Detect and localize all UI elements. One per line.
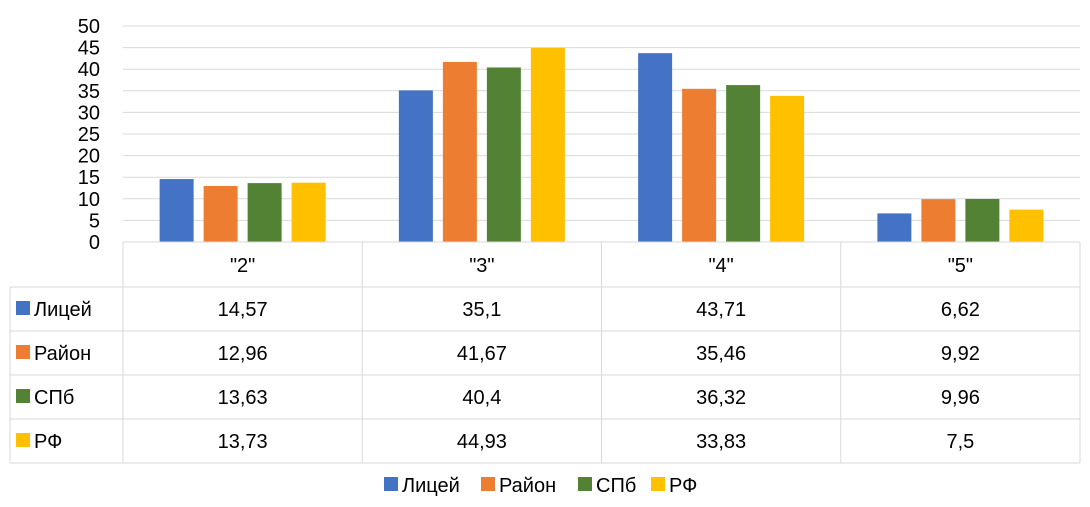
y-tick-label: 50 — [78, 16, 100, 38]
data-label: 13,73 — [218, 431, 268, 453]
row-legend-key — [16, 301, 30, 315]
category-label: "3" — [469, 255, 494, 277]
bar-РФ-2 — [291, 182, 326, 242]
row-legend-key — [16, 389, 30, 403]
legend-label: РФ — [669, 475, 697, 497]
data-label: 41,67 — [457, 343, 507, 365]
row-legend-key — [16, 345, 30, 359]
bar-Лицей-4 — [638, 53, 673, 243]
y-tick-label: 15 — [78, 167, 100, 189]
y-tick-label: 0 — [89, 232, 100, 254]
bar-СПб-5 — [965, 198, 1000, 242]
category-label: "5" — [948, 255, 973, 277]
y-tick-label: 30 — [78, 102, 100, 124]
legend-key — [651, 477, 665, 491]
bars — [159, 47, 1044, 243]
data-label: 35,46 — [696, 343, 746, 365]
bar-Лицей-3 — [398, 90, 433, 242]
y-tick-label: 10 — [78, 189, 100, 211]
bar-Лицей-5 — [877, 213, 912, 242]
y-tick-label: 35 — [78, 81, 100, 103]
y-tick-label: 45 — [78, 38, 100, 60]
legend-label: СПб — [596, 475, 636, 497]
bar-Лицей-2 — [159, 179, 194, 242]
legend-label: Лицей — [402, 475, 460, 497]
bar-Район-4 — [682, 88, 717, 242]
category-label: "4" — [708, 255, 733, 277]
row-label: РФ — [34, 431, 62, 453]
bar-СПб-3 — [486, 67, 521, 242]
bar-РФ-4 — [770, 95, 805, 242]
data-label: 13,63 — [218, 387, 268, 409]
y-tick-label: 5 — [89, 210, 100, 232]
legend-label: Район — [499, 475, 556, 497]
legend-key — [481, 477, 495, 491]
bar-Район-2 — [203, 186, 238, 242]
data-label: 43,71 — [696, 299, 746, 321]
legend-key — [578, 477, 592, 491]
y-tick-label: 40 — [78, 59, 100, 81]
bar-РФ-3 — [530, 47, 565, 242]
data-label: 40,4 — [462, 387, 501, 409]
data-label: 14,57 — [218, 299, 268, 321]
data-label: 9,96 — [941, 387, 980, 409]
data-label: 12,96 — [218, 343, 268, 365]
data-label: 36,32 — [696, 387, 746, 409]
bar-СПб-4 — [726, 85, 761, 243]
y-tick-label: 20 — [78, 146, 100, 168]
data-label: 44,93 — [457, 431, 507, 453]
data-label: 7,5 — [946, 431, 974, 453]
bar-РФ-5 — [1009, 209, 1044, 242]
data-label: 6,62 — [941, 299, 980, 321]
data-label: 33,83 — [696, 431, 746, 453]
bar-Район-5 — [921, 199, 956, 242]
data-label: 35,1 — [462, 299, 501, 321]
category-label: "2" — [230, 255, 255, 277]
y-tick-label: 25 — [78, 124, 100, 146]
gridlines — [123, 25, 1080, 243]
legend: Лицей Район СПб РФ — [384, 475, 697, 497]
row-label: Район — [34, 343, 91, 365]
data-table: "2" "3" "4" "5" Лицей 14,57 35,1 43,71 6,62 Район… — [9, 241, 1081, 464]
row-label: Лицей — [34, 299, 92, 321]
data-label: 9,92 — [941, 343, 980, 365]
bar-СПб-2 — [247, 183, 282, 242]
row-label: СПб — [34, 387, 74, 409]
legend-key — [384, 477, 398, 491]
row-legend-key — [16, 433, 30, 447]
bar-Район-3 — [442, 61, 477, 243]
